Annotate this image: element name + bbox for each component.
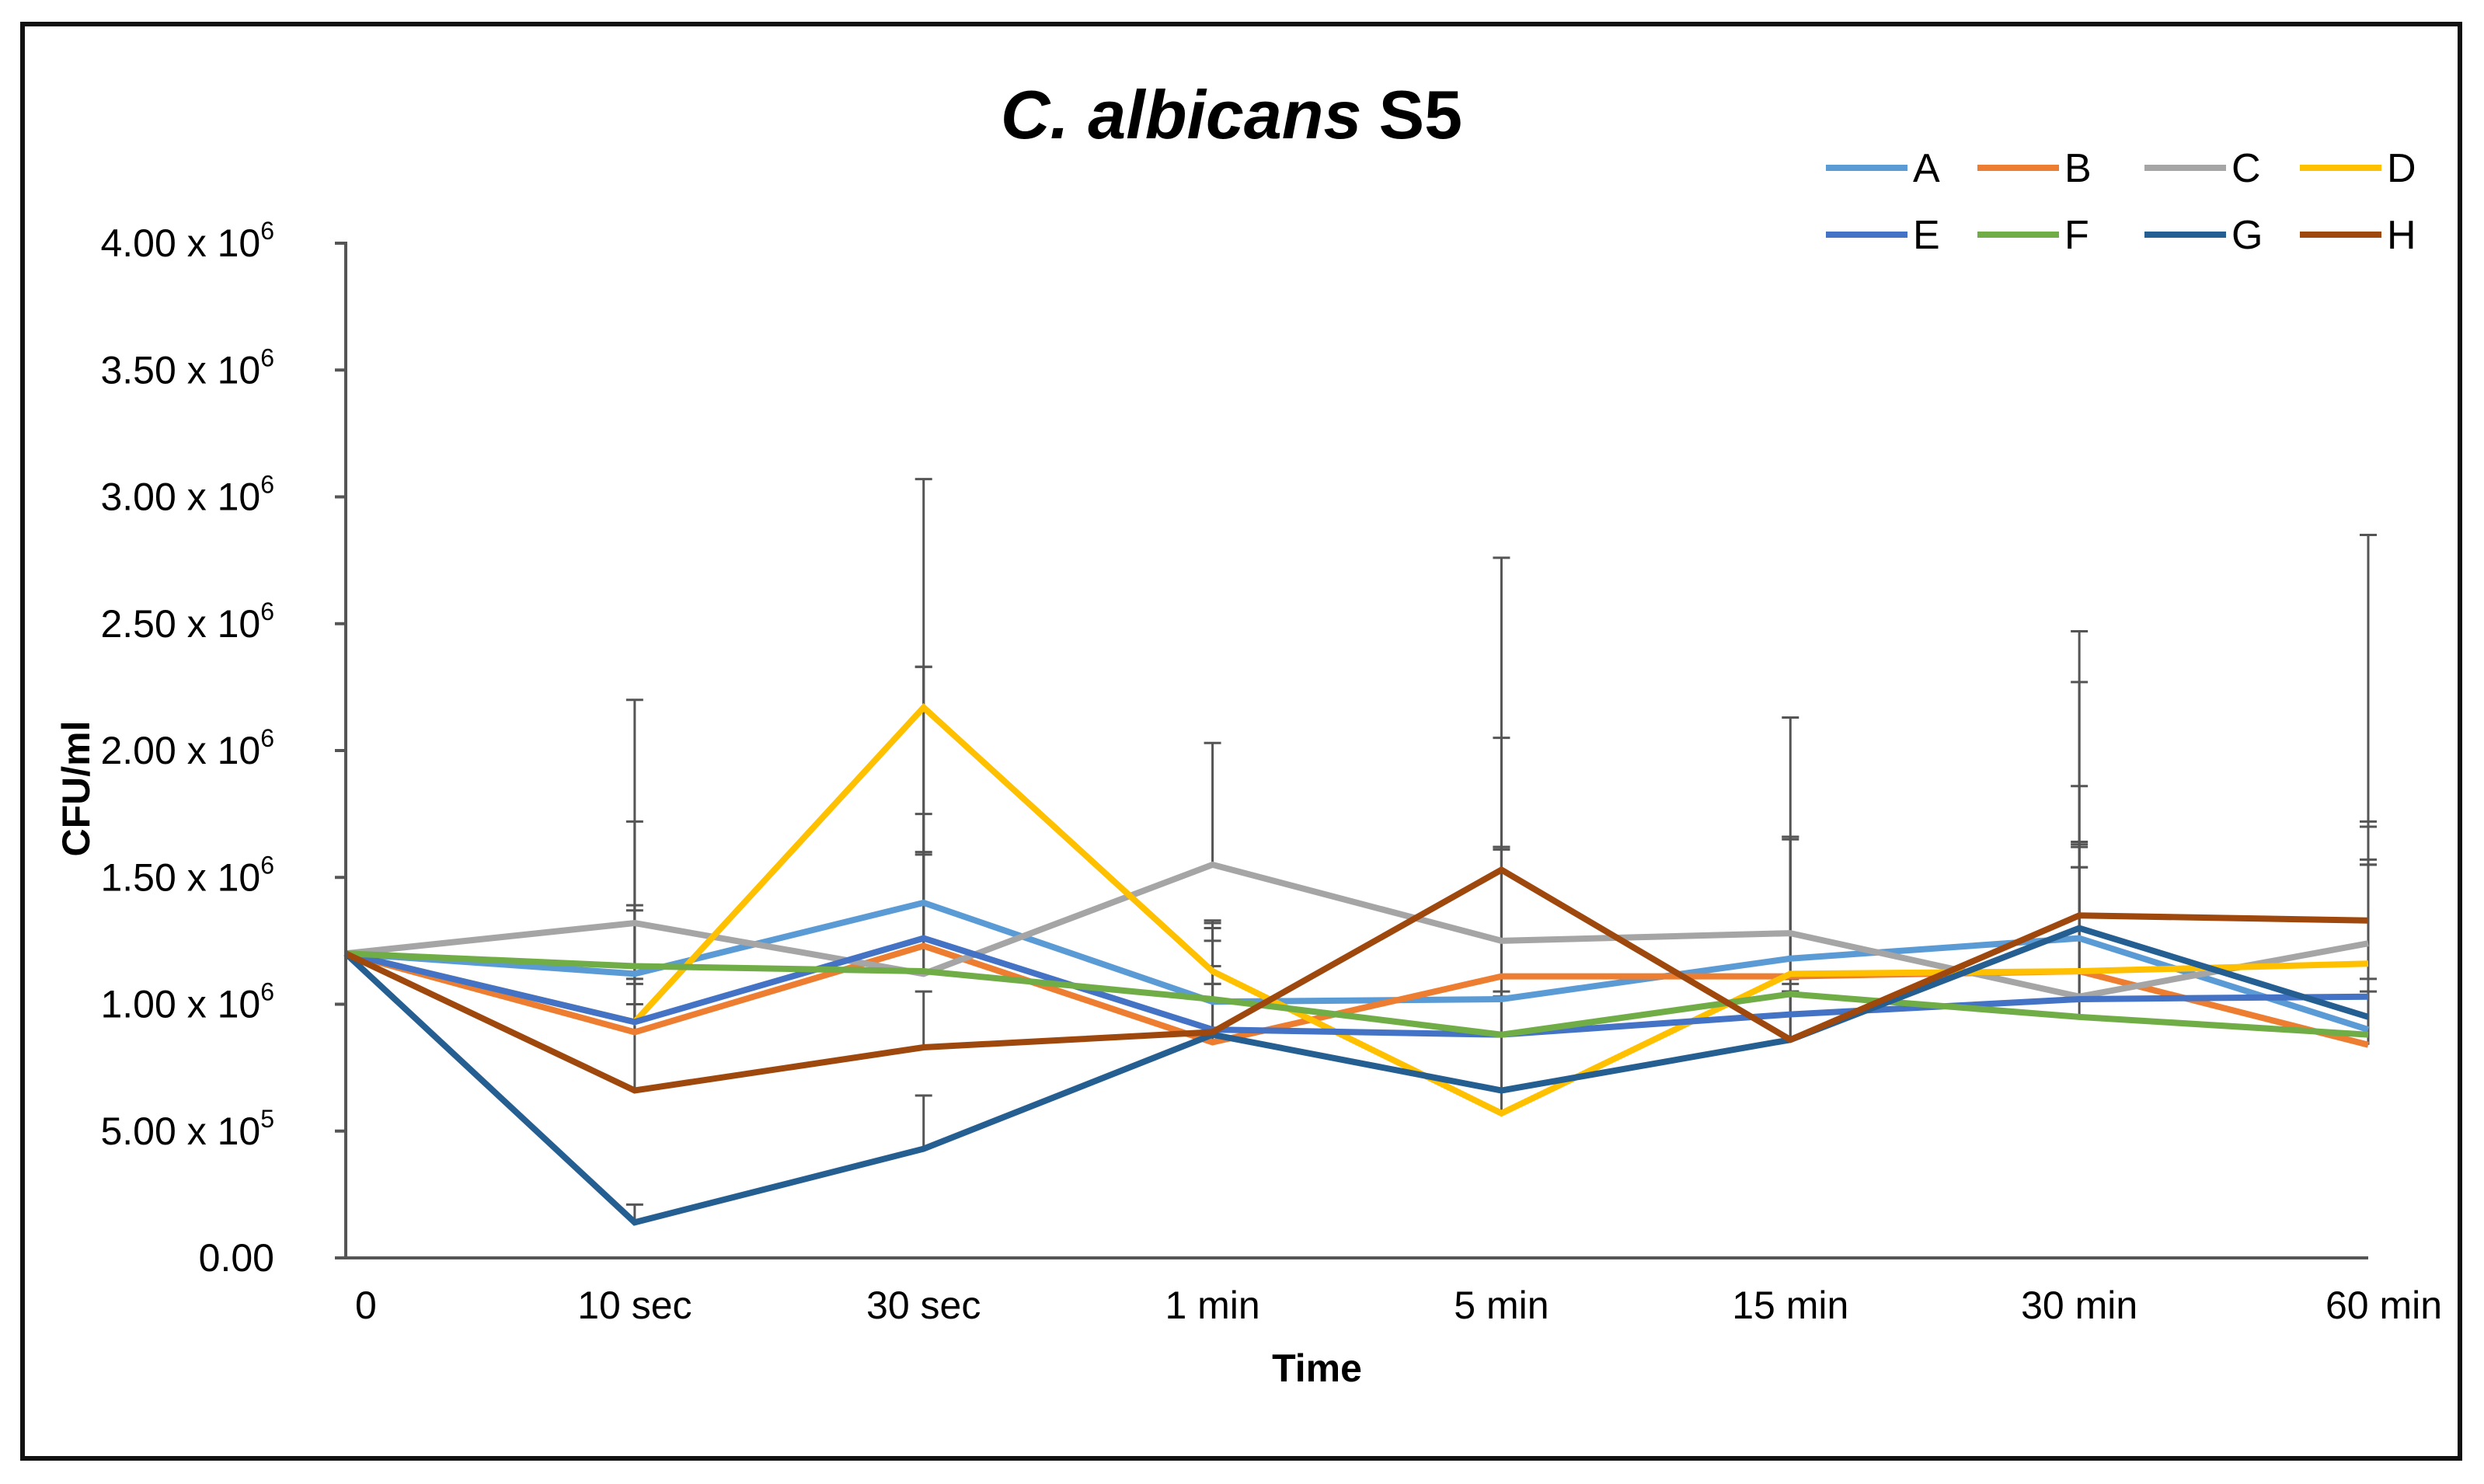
y-tick-exponent: 5 xyxy=(260,1105,274,1133)
legend-item-A: A xyxy=(1826,146,1940,191)
y-axis-label: CFU/ml xyxy=(54,721,98,857)
y-tick-label: 0.00 xyxy=(199,1236,274,1280)
y-tick-label: 1.00 x 106 xyxy=(100,978,274,1026)
y-tick-mantissa: 2.00 x 10 xyxy=(100,729,260,772)
legend-item-D: D xyxy=(2300,146,2416,191)
series-line-H xyxy=(344,866,2369,1094)
y-tick-exponent: 6 xyxy=(260,851,274,879)
y-tick-exponent: 6 xyxy=(260,471,274,499)
y-tick-exponent: 6 xyxy=(260,217,274,245)
legend-label-H: H xyxy=(2387,213,2416,258)
series-line-G xyxy=(343,925,2370,1226)
legend-label-B: B xyxy=(2064,146,2092,191)
y-tick-label: 4.00 x 106 xyxy=(100,217,274,265)
legend-item-E: E xyxy=(1826,213,1940,258)
x-tick-label: 30 min xyxy=(2021,1284,2137,1327)
x-tick-label: 30 sec xyxy=(866,1284,981,1327)
series-line-C xyxy=(345,861,2369,1000)
x-tick-label: 0 xyxy=(355,1284,377,1327)
legend-label-A: A xyxy=(1913,146,1940,191)
y-tick-exponent: 6 xyxy=(260,978,274,1006)
x-tick-label: 60 min xyxy=(2325,1284,2442,1327)
y-tick-mantissa: 5.00 x 10 xyxy=(100,1110,260,1153)
series-lines xyxy=(343,702,2370,1226)
legend-item-G: G xyxy=(2144,213,2263,258)
chart-title: C. albicans S5 xyxy=(1001,76,1462,153)
y-tick-exponent: 6 xyxy=(260,597,274,625)
y-tick-label: 3.00 x 106 xyxy=(100,471,274,519)
y-tick-mantissa: 3.00 x 10 xyxy=(100,476,260,519)
legend-label-F: F xyxy=(2064,213,2089,258)
x-tick-label: 1 min xyxy=(1165,1284,1259,1327)
legend-item-F: F xyxy=(1977,213,2089,258)
series-line-F xyxy=(345,950,2369,1038)
legend: A B C D E F G H xyxy=(1826,146,2416,258)
y-tick-mantissa: 0.00 xyxy=(199,1236,274,1280)
y-tick-mantissa: 1.00 x 10 xyxy=(100,983,260,1026)
series-line-D xyxy=(345,702,2369,1117)
y-tick-label: 2.50 x 106 xyxy=(100,597,274,646)
x-tick-labels: 0 10 sec 30 sec 1 min 5 min 15 min 30 min 60 mi… xyxy=(355,1284,2442,1327)
y-tick-mantissa: 2.50 x 10 xyxy=(100,602,260,646)
legend-label-G: G xyxy=(2231,213,2263,258)
y-tick-exponent: 6 xyxy=(260,724,274,752)
chart-frame xyxy=(20,22,2462,1461)
y-tick-label: 3.50 x 106 xyxy=(100,343,274,392)
legend-label-E: E xyxy=(1913,213,1940,258)
axes xyxy=(344,242,2368,1259)
chart-title-normal: S5 xyxy=(1378,76,1462,153)
x-tick-label: 5 min xyxy=(1454,1284,1549,1327)
x-axis-label: Time xyxy=(1272,1346,1362,1390)
series-line-E xyxy=(345,935,2369,1038)
series-line-A xyxy=(345,899,2370,1033)
legend-label-C: C xyxy=(2231,146,2261,191)
legend-label-D: D xyxy=(2387,146,2416,191)
y-tick-mantissa: 1.50 x 10 xyxy=(100,855,260,899)
legend-item-C: C xyxy=(2144,146,2261,191)
x-tick-label: 15 min xyxy=(1732,1284,1848,1327)
y-tick-mantissa: 4.00 x 10 xyxy=(100,221,260,265)
y-tick-label: 5.00 x 105 xyxy=(100,1105,274,1153)
x-tick-label: 10 sec xyxy=(577,1284,692,1327)
y-tick-label: 1.50 x 106 xyxy=(100,851,274,899)
y-tick-mantissa: 3.50 x 10 xyxy=(100,348,260,392)
chart-title-italic: C. albicans xyxy=(1001,76,1362,153)
y-tick-label: 2.00 x 106 xyxy=(100,724,274,772)
legend-item-B: B xyxy=(1977,146,2092,191)
y-tick-exponent: 6 xyxy=(260,343,274,371)
legend-item-H: H xyxy=(2300,213,2416,258)
